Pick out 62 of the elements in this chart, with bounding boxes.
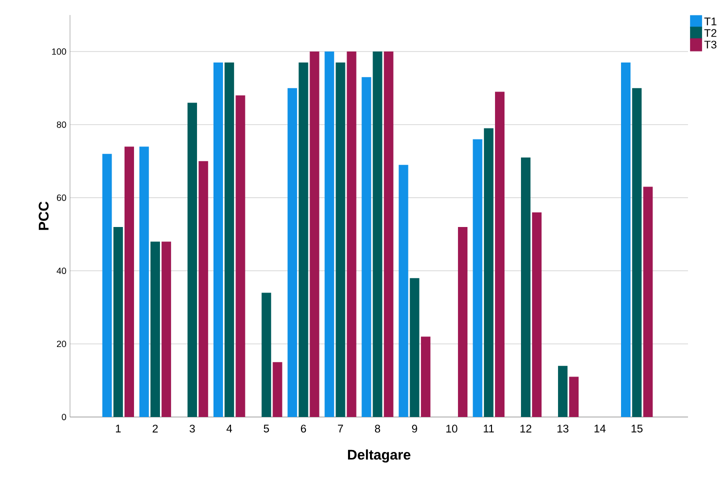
bar bbox=[458, 226, 468, 417]
x-tick-label: 13 bbox=[558, 424, 568, 433]
bar bbox=[410, 278, 420, 417]
bar bbox=[632, 88, 642, 417]
bar bbox=[346, 52, 356, 417]
y-tick-label: 60 bbox=[56, 194, 66, 201]
x-tick-label: 5 bbox=[264, 424, 269, 432]
x-tick-label: 15 bbox=[632, 424, 643, 432]
y-tick-label: 20 bbox=[56, 340, 66, 348]
bar bbox=[384, 52, 394, 417]
bar bbox=[532, 212, 542, 417]
bar bbox=[643, 186, 653, 417]
bar bbox=[621, 62, 631, 417]
x-axis-title: Deltagare bbox=[348, 449, 410, 463]
bar bbox=[188, 102, 198, 417]
bar bbox=[420, 336, 430, 417]
bar bbox=[224, 62, 234, 417]
x-tick-label: 2 bbox=[152, 424, 158, 432]
legend-label: T3 bbox=[704, 40, 716, 48]
bar bbox=[372, 52, 382, 417]
x-tick-label: 14 bbox=[594, 424, 606, 432]
bar bbox=[495, 92, 505, 417]
x-tick-label: 6 bbox=[300, 424, 306, 433]
bar bbox=[558, 366, 568, 417]
bar bbox=[213, 62, 223, 417]
y-tick-label: 80 bbox=[56, 121, 66, 128]
bar bbox=[298, 62, 308, 417]
bar bbox=[262, 292, 272, 417]
x-tick-label: 1 bbox=[116, 424, 121, 432]
x-tick-label: 8 bbox=[374, 424, 380, 433]
bar bbox=[198, 161, 208, 417]
bar bbox=[288, 88, 298, 417]
legend-label: T1 bbox=[704, 18, 716, 26]
bar bbox=[569, 376, 579, 417]
y-axis-title: PCC bbox=[38, 202, 49, 230]
bar bbox=[236, 95, 246, 417]
bar bbox=[362, 77, 372, 417]
bar bbox=[324, 52, 334, 417]
bar bbox=[520, 158, 530, 417]
y-tick-label: 100 bbox=[52, 48, 66, 55]
bar bbox=[472, 139, 482, 417]
bar bbox=[113, 226, 123, 417]
y-tick-label: 0 bbox=[62, 414, 66, 420]
bar bbox=[272, 362, 282, 417]
y-tick-label: 40 bbox=[56, 268, 66, 274]
x-tick-label: 7 bbox=[338, 424, 343, 432]
bar bbox=[124, 146, 134, 417]
bar bbox=[150, 242, 160, 417]
x-tick-label: 11 bbox=[484, 424, 494, 432]
bar bbox=[336, 62, 346, 417]
x-tick-label: 10 bbox=[446, 424, 458, 433]
legend-label: T2 bbox=[704, 29, 716, 37]
x-tick-label: 4 bbox=[226, 424, 232, 432]
bar bbox=[484, 128, 494, 417]
bar bbox=[139, 146, 149, 417]
bar bbox=[162, 242, 172, 417]
bar bbox=[398, 164, 408, 417]
x-tick-label: 12 bbox=[520, 424, 532, 432]
x-tick-label: 3 bbox=[190, 424, 195, 433]
bar bbox=[310, 52, 320, 417]
bar bbox=[102, 154, 112, 417]
x-tick-label: 9 bbox=[412, 424, 418, 433]
